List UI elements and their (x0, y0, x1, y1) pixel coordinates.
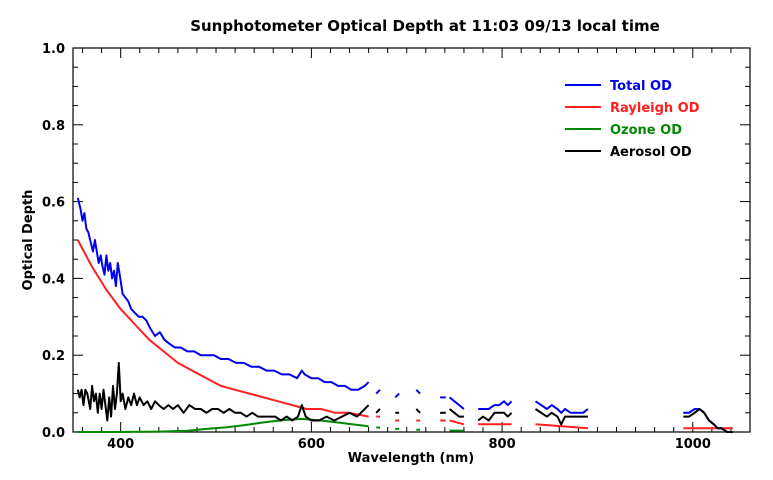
series-ozone-od (77, 417, 464, 433)
series-aerosol-od (76, 361, 733, 433)
y-tick-label: 0.6 (42, 196, 65, 211)
x-axis-label: Wavelength (nm) (348, 451, 474, 466)
chart-legend: Total OD Rayleigh OD Ozone OD Aerosol OD (565, 79, 700, 160)
x-tick-label: 400 (107, 437, 134, 452)
series-line (394, 392, 400, 399)
series-line (534, 408, 588, 426)
series-line (534, 400, 589, 414)
series-line (76, 361, 370, 422)
y-tick-label: 0.2 (42, 349, 65, 364)
y-tick-label: 1.0 (42, 42, 65, 57)
series-line (478, 400, 513, 410)
series-line (77, 417, 369, 433)
x-tick-label: 600 (298, 437, 325, 452)
legend-label: Ozone OD (610, 123, 682, 138)
x-tick-label: 1000 (675, 437, 711, 452)
series-layer (76, 197, 733, 433)
series-line (415, 408, 421, 414)
chart-title: Sunphotometer Optical Depth at 11:03 09/… (190, 17, 660, 35)
series-line (375, 389, 381, 395)
y-tick-label: 0.4 (42, 272, 65, 287)
series-line (535, 423, 588, 430)
series-line (415, 389, 421, 395)
y-tick-label: 0.0 (42, 426, 65, 441)
y-axis-label: Optical Depth (21, 190, 36, 291)
series-line (683, 408, 733, 433)
legend-label: Total OD (610, 79, 672, 94)
series-line (76, 239, 369, 418)
plot-axes: 400 600 800 1000 0.0 0.2 0.4 0.6 0.8 1.0 (42, 42, 751, 452)
series-line (375, 408, 381, 414)
series-rayleigh-od (76, 239, 733, 430)
series-line (449, 419, 465, 426)
legend-label: Aerosol OD (610, 145, 692, 160)
x-tick-label: 800 (489, 437, 516, 452)
y-tick-label: 0.8 (42, 119, 65, 134)
series-line (477, 411, 513, 422)
series-line (448, 396, 465, 410)
series-line (448, 408, 464, 418)
legend-label: Rayleigh OD (610, 101, 700, 116)
series-total-od (76, 197, 733, 433)
series-line (76, 197, 370, 391)
